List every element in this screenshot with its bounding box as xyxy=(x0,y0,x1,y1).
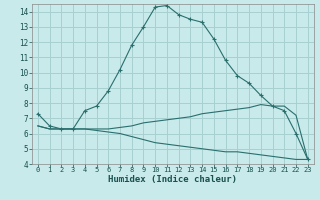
X-axis label: Humidex (Indice chaleur): Humidex (Indice chaleur) xyxy=(108,175,237,184)
